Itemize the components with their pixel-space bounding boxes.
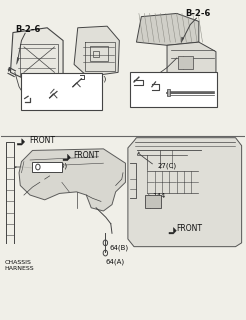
Polygon shape	[167, 42, 216, 87]
Text: 144: 144	[152, 193, 165, 199]
Bar	[93, 51, 99, 57]
Polygon shape	[16, 57, 19, 64]
Text: 115(B): 115(B)	[151, 84, 175, 91]
Text: B-2-6: B-2-6	[15, 25, 41, 34]
Text: 115(C): 115(C)	[172, 94, 196, 101]
Polygon shape	[8, 68, 11, 71]
Text: 64(B): 64(B)	[109, 244, 129, 251]
Polygon shape	[128, 138, 242, 247]
Polygon shape	[181, 37, 184, 43]
Polygon shape	[169, 228, 176, 234]
Polygon shape	[74, 26, 119, 76]
Bar	[21, 73, 102, 110]
Polygon shape	[11, 28, 63, 82]
Polygon shape	[167, 89, 170, 96]
Bar	[32, 162, 62, 172]
Bar	[145, 195, 161, 208]
Bar	[90, 46, 108, 61]
Text: FRONT: FRONT	[29, 136, 55, 145]
Polygon shape	[137, 152, 140, 155]
Text: 115(A): 115(A)	[134, 74, 158, 80]
Text: 16(B): 16(B)	[58, 87, 77, 93]
Text: 64(A): 64(A)	[105, 258, 124, 265]
Text: 27(C): 27(C)	[157, 163, 176, 169]
Polygon shape	[19, 149, 125, 211]
Text: FRONT: FRONT	[176, 224, 202, 233]
Text: 27(B): 27(B)	[48, 163, 67, 169]
Text: 16(A): 16(A)	[24, 99, 43, 105]
Polygon shape	[137, 13, 199, 45]
Bar	[130, 72, 217, 108]
Text: CHASSIS
HARNESS: CHASSIS HARNESS	[4, 260, 34, 271]
Polygon shape	[14, 166, 16, 168]
Text: B-2-6: B-2-6	[185, 9, 211, 18]
Text: 16(C): 16(C)	[88, 76, 107, 82]
Polygon shape	[63, 154, 70, 161]
Text: FRONT: FRONT	[73, 151, 99, 160]
Polygon shape	[17, 139, 25, 145]
Bar	[178, 56, 193, 69]
